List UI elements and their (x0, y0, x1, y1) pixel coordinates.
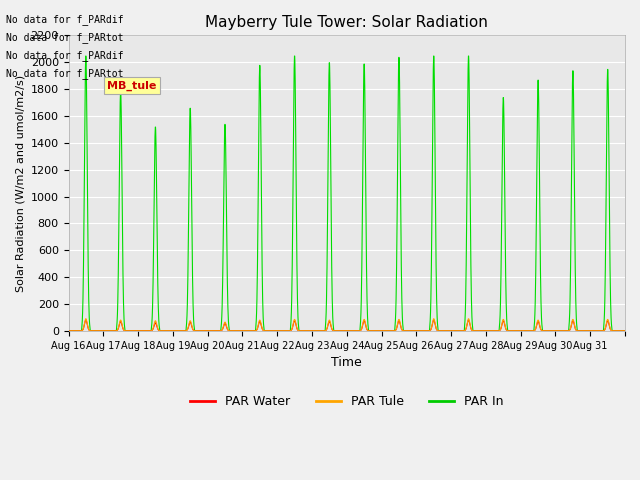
Legend: PAR Water, PAR Tule, PAR In: PAR Water, PAR Tule, PAR In (186, 390, 508, 413)
Text: No data for f_PARtot: No data for f_PARtot (6, 68, 124, 79)
Text: No data for f_PARdif: No data for f_PARdif (6, 13, 124, 24)
Text: MB_tule: MB_tule (108, 81, 157, 91)
Title: Mayberry Tule Tower: Solar Radiation: Mayberry Tule Tower: Solar Radiation (205, 15, 488, 30)
Y-axis label: Solar Radiation (W/m2 and umol/m2/s): Solar Radiation (W/m2 and umol/m2/s) (15, 74, 25, 292)
X-axis label: Time: Time (332, 356, 362, 369)
Text: No data for f_PARdif: No data for f_PARdif (6, 50, 124, 61)
Text: No data for f_PARtot: No data for f_PARtot (6, 32, 124, 43)
